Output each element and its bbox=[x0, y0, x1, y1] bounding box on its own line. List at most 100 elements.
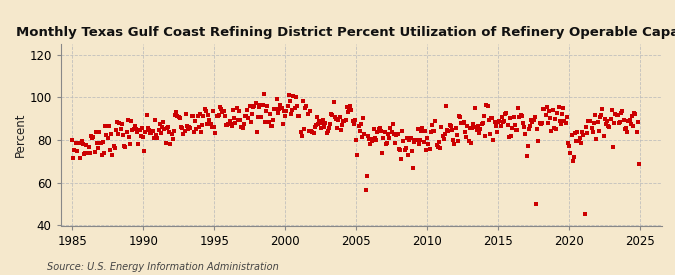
Point bbox=[582, 131, 593, 136]
Point bbox=[444, 123, 455, 128]
Point bbox=[412, 126, 423, 131]
Point bbox=[142, 126, 153, 131]
Point bbox=[408, 166, 418, 170]
Point bbox=[513, 106, 524, 111]
Point bbox=[256, 115, 267, 120]
Point bbox=[136, 134, 146, 138]
Point bbox=[74, 141, 84, 145]
Point bbox=[78, 152, 89, 157]
Point bbox=[429, 128, 439, 133]
Point bbox=[541, 104, 552, 109]
Point bbox=[334, 115, 345, 120]
Point bbox=[454, 114, 464, 119]
Point bbox=[565, 151, 576, 155]
Point bbox=[329, 114, 340, 119]
Point bbox=[197, 123, 208, 127]
Point bbox=[238, 122, 249, 126]
Point bbox=[504, 135, 514, 139]
Point bbox=[120, 145, 131, 149]
Point bbox=[259, 92, 269, 97]
Point bbox=[321, 131, 332, 135]
Point bbox=[172, 114, 183, 119]
Point bbox=[117, 133, 128, 138]
Point bbox=[180, 111, 191, 116]
Point bbox=[219, 114, 230, 119]
Point bbox=[113, 132, 124, 136]
Point bbox=[562, 115, 572, 119]
Point bbox=[317, 121, 327, 126]
Point bbox=[134, 127, 145, 132]
Point bbox=[279, 109, 290, 114]
Point bbox=[483, 118, 494, 123]
Point bbox=[435, 146, 446, 150]
Point bbox=[552, 111, 563, 115]
Point bbox=[375, 129, 386, 134]
Point bbox=[70, 141, 81, 146]
Point bbox=[456, 121, 467, 125]
Point bbox=[574, 136, 585, 141]
Point bbox=[386, 130, 397, 135]
Point bbox=[179, 129, 190, 133]
Point bbox=[425, 130, 436, 134]
Point bbox=[235, 118, 246, 122]
Point bbox=[502, 123, 513, 127]
Point bbox=[631, 129, 642, 134]
Point bbox=[587, 130, 598, 134]
Point bbox=[553, 104, 564, 109]
Point bbox=[153, 128, 164, 132]
Point bbox=[155, 131, 166, 135]
Point bbox=[224, 119, 235, 123]
Point bbox=[82, 150, 93, 155]
Point bbox=[292, 104, 302, 108]
Point bbox=[254, 105, 265, 109]
Point bbox=[487, 116, 497, 121]
Point bbox=[188, 114, 198, 119]
Point bbox=[428, 129, 439, 133]
Point bbox=[433, 140, 444, 144]
Point bbox=[128, 127, 139, 131]
Point bbox=[155, 122, 165, 126]
Point bbox=[72, 148, 82, 153]
Point bbox=[510, 123, 520, 127]
Point bbox=[567, 158, 578, 163]
Point bbox=[545, 115, 556, 120]
Point bbox=[623, 119, 634, 123]
Point bbox=[353, 123, 364, 128]
Point bbox=[469, 106, 480, 110]
Point bbox=[141, 112, 152, 117]
Point bbox=[538, 107, 549, 111]
Point bbox=[340, 118, 351, 123]
Point bbox=[209, 125, 219, 130]
Point bbox=[89, 150, 100, 154]
Point bbox=[417, 126, 428, 130]
Point bbox=[491, 124, 502, 128]
Point bbox=[599, 117, 610, 122]
Point bbox=[318, 118, 329, 123]
Point bbox=[448, 138, 458, 142]
Point bbox=[351, 138, 362, 142]
Point bbox=[269, 106, 280, 111]
Point bbox=[260, 119, 271, 124]
Point bbox=[402, 136, 412, 140]
Point bbox=[580, 125, 591, 130]
Point bbox=[622, 130, 632, 134]
Point bbox=[418, 139, 429, 144]
Point bbox=[464, 125, 475, 130]
Point bbox=[367, 137, 378, 141]
Point bbox=[366, 139, 377, 144]
Point bbox=[105, 148, 115, 152]
Point bbox=[501, 111, 512, 115]
Point bbox=[337, 123, 348, 127]
Point bbox=[500, 112, 511, 117]
Point bbox=[524, 127, 535, 131]
Point bbox=[307, 130, 318, 135]
Point bbox=[183, 127, 194, 131]
Point bbox=[327, 113, 338, 118]
Point bbox=[83, 145, 94, 150]
Point bbox=[323, 129, 333, 133]
Point bbox=[152, 136, 163, 140]
Point bbox=[114, 121, 125, 126]
Point bbox=[298, 99, 308, 103]
Point bbox=[313, 122, 324, 127]
Point bbox=[533, 139, 544, 143]
